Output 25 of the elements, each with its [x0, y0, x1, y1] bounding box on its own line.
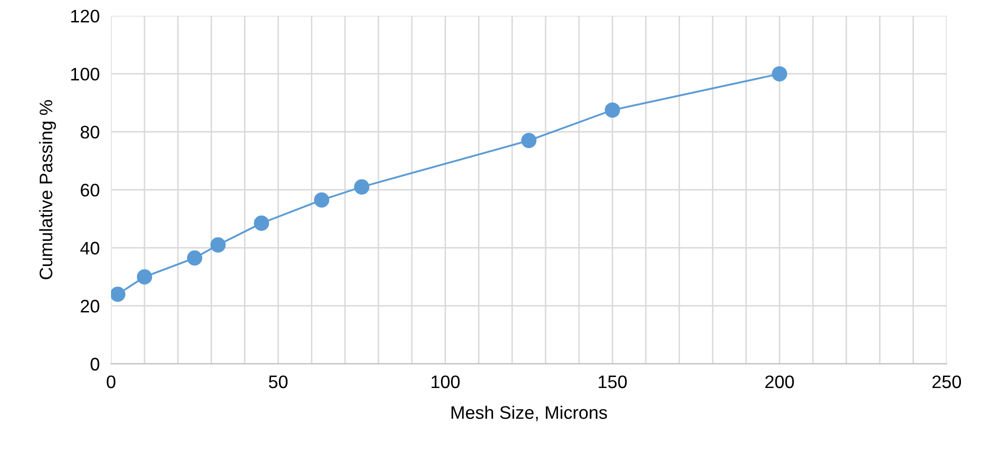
- point: [111, 286, 126, 302]
- point: [354, 179, 370, 195]
- y-tick-label: 120: [71, 10, 100, 23]
- point: [254, 216, 270, 231]
- x-tick-label: 0: [106, 375, 116, 388]
- x-tick-label: 200: [765, 375, 794, 388]
- y-tick-label: 60: [80, 184, 100, 197]
- y-tick-label: 0: [90, 358, 100, 371]
- x-tick-label: 100: [432, 375, 460, 388]
- x-tick-label: 150: [598, 375, 627, 388]
- y-axis-title: Cumulative Passing %: [39, 100, 56, 280]
- point: [210, 237, 226, 253]
- x-tick-label: 50: [268, 375, 288, 388]
- point: [186, 250, 202, 266]
- point: [314, 192, 330, 208]
- point: [772, 66, 788, 82]
- x-tick-label: 250: [932, 375, 961, 388]
- point: [604, 102, 620, 118]
- x-axis-title: Mesh Size, Microns: [452, 406, 607, 422]
- y-tick-label: 80: [80, 126, 100, 139]
- y-tick-label: 20: [80, 300, 100, 313]
- point: [521, 132, 536, 148]
- y-tick-label: 100: [71, 68, 100, 81]
- y-tick-label: 40: [80, 242, 100, 255]
- point: [136, 269, 152, 284]
